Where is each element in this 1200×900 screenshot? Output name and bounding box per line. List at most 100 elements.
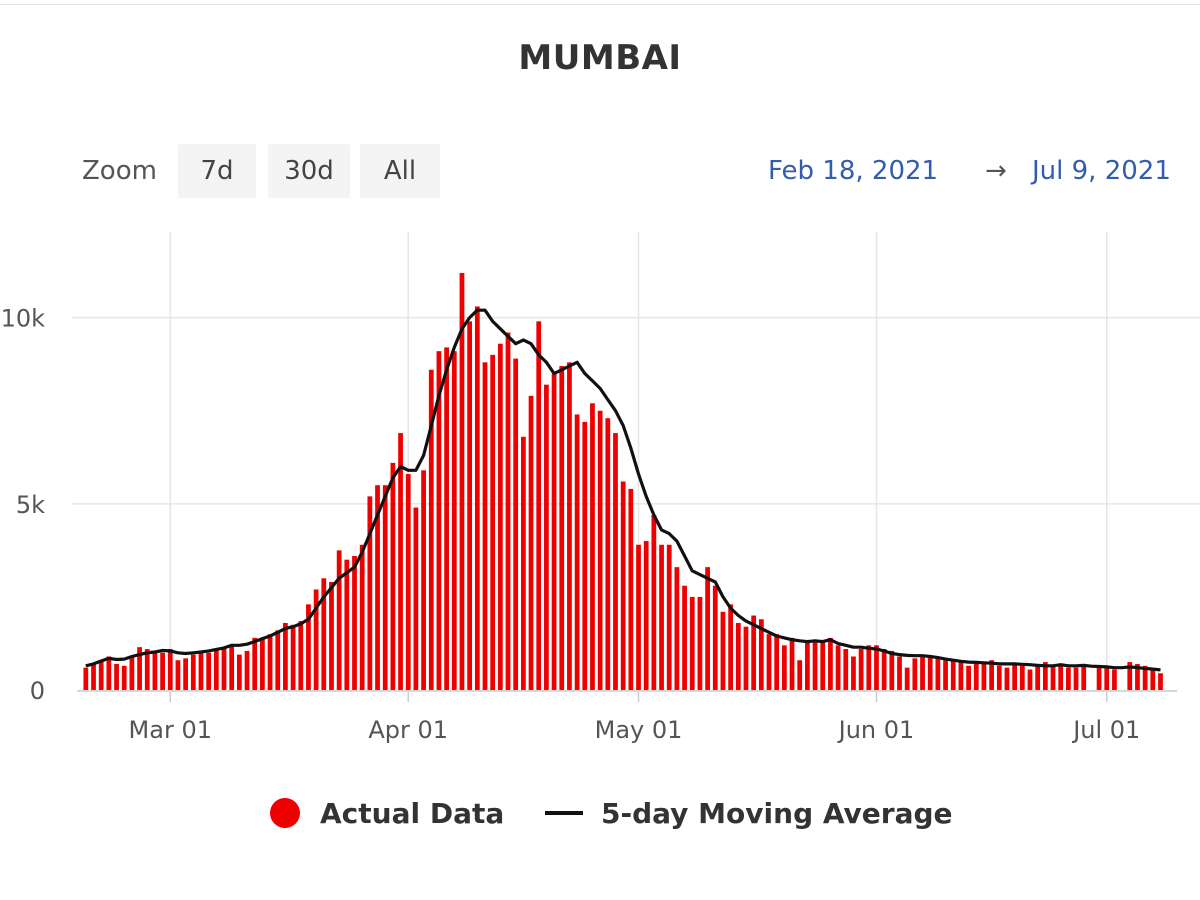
bar: [344, 559, 350, 690]
bar: [467, 321, 473, 690]
bar: [812, 641, 818, 690]
bar: [490, 354, 496, 690]
bar: [91, 663, 96, 690]
bar: [651, 514, 657, 690]
bar: [221, 647, 227, 690]
bar: [851, 656, 856, 690]
bar: [866, 645, 872, 690]
bar: [206, 652, 212, 690]
bar: [121, 665, 127, 690]
bar: [1065, 667, 1071, 690]
bar: [567, 362, 572, 690]
bar: [352, 555, 357, 690]
bar: [474, 306, 480, 690]
range-end-date[interactable]: Jul 9, 2021: [1032, 156, 1171, 186]
bar: [459, 272, 465, 690]
range-start-date[interactable]: Feb 18, 2021: [768, 156, 939, 186]
bar: [106, 656, 112, 690]
bar: [129, 656, 135, 690]
bar: [666, 544, 672, 690]
bar: [413, 507, 419, 690]
bar: [735, 622, 741, 690]
x-tick-label: Mar 01: [129, 716, 212, 744]
bar: [996, 665, 1002, 690]
bar: [190, 654, 196, 690]
legend-item-moving-average[interactable]: 5-day Moving Average: [545, 792, 953, 834]
bar: [336, 550, 342, 690]
bar: [1019, 665, 1025, 690]
bar: [536, 321, 542, 690]
bar: [428, 369, 434, 690]
bar: [935, 658, 941, 690]
bar: [590, 403, 595, 690]
bar: [321, 578, 327, 690]
bar: [1127, 662, 1133, 690]
bar-series: [83, 272, 1163, 690]
bar: [797, 660, 803, 690]
bar: [1112, 669, 1117, 690]
bar: [689, 596, 695, 690]
bar: [659, 544, 664, 690]
bar: [720, 611, 726, 690]
bar: [697, 596, 703, 690]
bar: [497, 343, 503, 690]
bar: [421, 470, 426, 690]
bar: [835, 645, 841, 690]
bar: [613, 433, 618, 690]
legend-label-actual: Actual Data: [320, 796, 505, 830]
bar: [574, 414, 580, 690]
bar: [183, 658, 189, 690]
chart-title: MUMBAI: [518, 38, 682, 78]
bar: [1081, 663, 1087, 690]
bar: [260, 637, 265, 690]
bar: [1004, 667, 1010, 690]
bar: [751, 615, 757, 690]
bar: [743, 626, 749, 690]
y-tick-label: 0: [30, 677, 45, 705]
red-dot-icon: [270, 798, 300, 828]
bar: [306, 604, 311, 690]
bar: [267, 634, 273, 690]
bar: [973, 663, 979, 690]
zoom-7d-button[interactable]: 7d: [178, 144, 256, 198]
bar: [912, 658, 918, 690]
bar: [758, 619, 764, 690]
bar: [275, 630, 281, 690]
bar: [774, 634, 780, 690]
bar: [805, 641, 810, 690]
x-tick-label: Jun 01: [837, 716, 915, 744]
bar: [1150, 669, 1156, 690]
bar: [858, 649, 864, 690]
bar: [405, 474, 411, 690]
bar: [252, 637, 258, 690]
bar: [781, 645, 787, 690]
x-tick-label: Jul 01: [1071, 716, 1140, 744]
bar: [966, 665, 971, 690]
zoom-all-button[interactable]: All: [360, 144, 440, 198]
bar: [1027, 669, 1033, 690]
bar: [313, 589, 319, 690]
y-tick-label: 5k: [16, 491, 45, 519]
bar: [329, 582, 334, 690]
bar: [682, 585, 687, 690]
bar: [229, 645, 235, 690]
range-arrow: →: [985, 156, 1007, 186]
x-tick-label: Apr 01: [368, 716, 448, 744]
bar: [290, 624, 296, 690]
legend-item-actual[interactable]: Actual Data: [270, 792, 504, 834]
bar: [298, 621, 304, 690]
bar: [989, 660, 994, 690]
bar: [160, 652, 165, 690]
bar: [236, 654, 242, 690]
bar: [213, 649, 219, 690]
bar: [244, 650, 250, 690]
bar: [114, 663, 119, 690]
bar: [889, 650, 895, 690]
zoom-30d-button[interactable]: 30d: [268, 144, 350, 198]
bar: [943, 660, 948, 690]
bar: [1058, 663, 1064, 690]
bar: [597, 410, 603, 690]
bar: [1158, 673, 1163, 690]
bar: [766, 634, 772, 690]
